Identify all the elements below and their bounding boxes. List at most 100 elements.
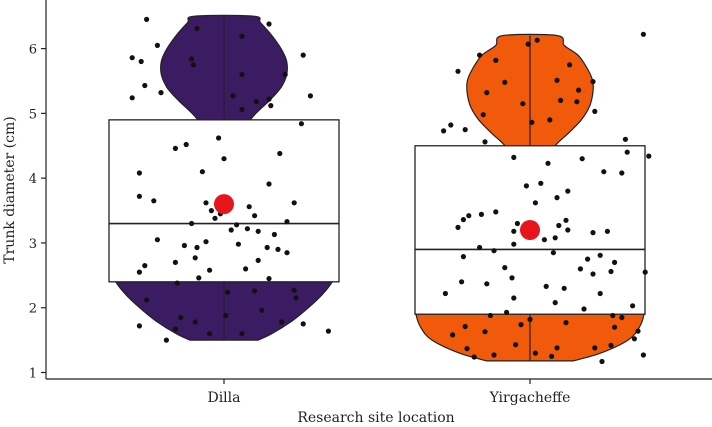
data-point [484, 281, 490, 287]
data-point [234, 222, 240, 228]
data-point [565, 227, 571, 233]
data-point [592, 108, 598, 114]
data-point [252, 288, 258, 294]
mean-marker [214, 194, 234, 215]
data-point [547, 117, 553, 123]
y-tick-label: 4 [29, 172, 37, 187]
data-point [442, 290, 448, 297]
data-point [556, 222, 562, 229]
data-point [268, 103, 274, 109]
data-point [642, 269, 648, 275]
data-point [460, 254, 466, 260]
data-point [450, 332, 456, 338]
data-point [482, 329, 488, 335]
data-point [136, 323, 142, 329]
data-point [576, 87, 582, 93]
y-tick-label: 5 [29, 107, 37, 122]
data-point [259, 307, 265, 313]
data-point [291, 200, 297, 206]
data-point [189, 220, 195, 227]
data-point [630, 303, 636, 309]
data-point [640, 352, 647, 358]
data-point [266, 276, 272, 282]
data-point [172, 145, 178, 151]
data-point [502, 79, 508, 85]
data-point [129, 95, 135, 101]
data-point [579, 156, 585, 162]
data-point [178, 314, 184, 321]
data-point [597, 252, 603, 258]
data-point [230, 93, 236, 99]
data-point [592, 345, 598, 351]
data-point [228, 227, 234, 233]
data-point [511, 154, 517, 160]
data-point [612, 259, 618, 265]
data-point [532, 200, 539, 206]
data-point [527, 316, 533, 322]
data-point [239, 331, 245, 337]
data-point [203, 239, 209, 245]
data-point [478, 211, 484, 217]
data-point [563, 217, 569, 223]
data-point [189, 56, 195, 62]
x-axis-label: Research site location [297, 410, 454, 426]
data-point [466, 213, 472, 219]
data-point [543, 283, 549, 289]
data-point [163, 337, 169, 343]
data-point [511, 295, 517, 301]
data-point [246, 204, 252, 210]
data-point [255, 228, 261, 234]
data-point [541, 237, 548, 243]
data-point [567, 62, 573, 68]
data-point [491, 248, 497, 254]
data-point [277, 150, 283, 157]
data-point [266, 181, 272, 187]
data-point [554, 77, 560, 83]
data-point [225, 289, 231, 295]
data-point [307, 93, 313, 99]
y-tick-label: 3 [29, 237, 37, 252]
data-point [462, 323, 468, 330]
data-point [190, 62, 196, 68]
data-point [252, 213, 258, 219]
x-ticks: Dilla Yirgacheffe [207, 379, 570, 406]
data-point [275, 246, 281, 252]
data-point [142, 263, 148, 269]
data-point [194, 244, 200, 251]
data-point [532, 350, 539, 356]
data-point [493, 209, 499, 215]
data-point [172, 326, 178, 332]
data-point [154, 42, 160, 49]
data-point [504, 309, 510, 315]
data-point [291, 287, 297, 293]
data-point [181, 242, 187, 249]
data-point [493, 57, 499, 63]
data-point [538, 180, 544, 186]
data-point [235, 241, 241, 247]
data-point [585, 256, 591, 262]
data-point [144, 297, 150, 303]
data-point [525, 41, 531, 47]
data-point [646, 153, 652, 159]
data-point [300, 321, 306, 327]
data-point [158, 90, 164, 96]
data-point [142, 82, 148, 89]
data-point [590, 230, 596, 236]
data-point [612, 324, 618, 330]
data-point [545, 160, 551, 166]
data-point [619, 170, 625, 176]
data-point [300, 52, 306, 58]
data-point [554, 345, 560, 351]
data-point [511, 228, 517, 234]
data-point [577, 266, 584, 272]
data-point [192, 319, 198, 325]
data-point [599, 358, 605, 365]
data-point [207, 267, 213, 273]
data-point [284, 250, 290, 256]
data-point [631, 336, 638, 342]
data-point [279, 319, 285, 325]
data-point [293, 295, 299, 301]
data-point [635, 328, 641, 334]
data-point [183, 141, 189, 148]
